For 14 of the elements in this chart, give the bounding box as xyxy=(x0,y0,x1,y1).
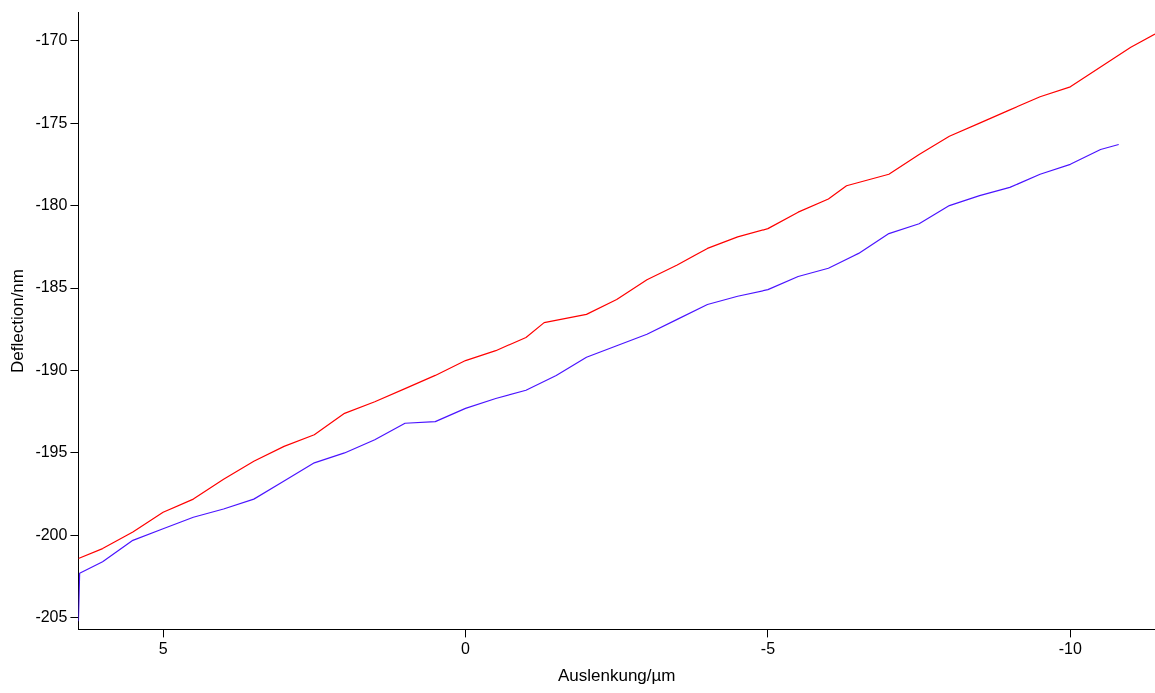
x-axis-title: Auslenkung/µm xyxy=(557,666,676,686)
y-tick-label: -180 xyxy=(35,195,68,213)
y-tick-label: -200 xyxy=(35,525,68,543)
x-tick-label: -10 xyxy=(1058,640,1082,658)
y-tick-label: -205 xyxy=(35,608,68,626)
y-tick-label: -170 xyxy=(35,31,68,49)
y-tick-label: -185 xyxy=(35,278,68,296)
x-tick-label: 5 xyxy=(158,640,168,658)
y-tick-label: -175 xyxy=(35,113,68,131)
y-tick-label: -190 xyxy=(35,360,68,378)
y-tick-label: -195 xyxy=(35,443,68,461)
x-tick-label: -5 xyxy=(760,640,776,658)
y-axis-title: Deflection/nm xyxy=(7,269,27,373)
x-tick-label: 0 xyxy=(461,640,471,658)
